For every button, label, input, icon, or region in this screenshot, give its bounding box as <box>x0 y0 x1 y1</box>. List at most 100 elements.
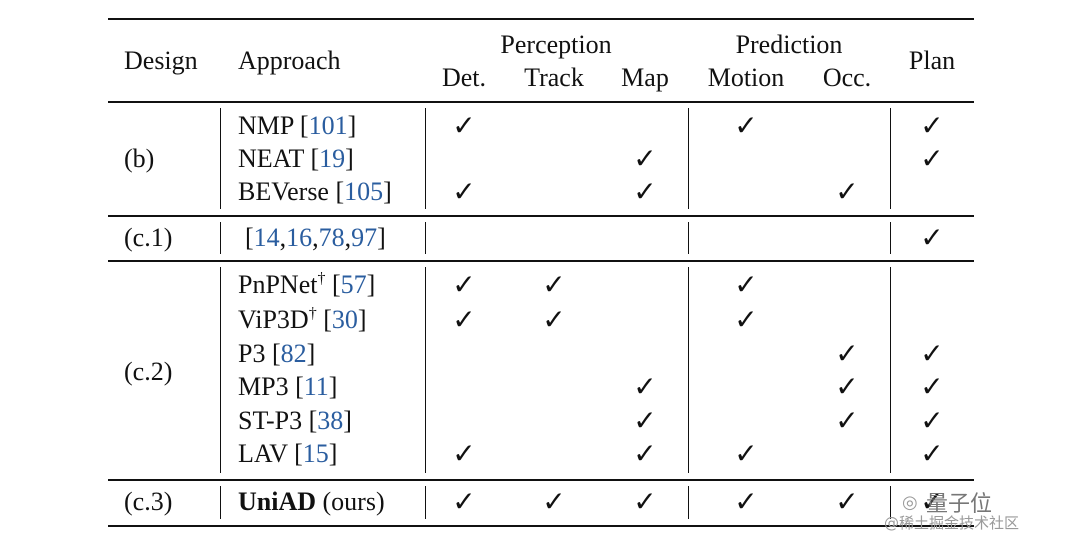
header-perception: Perception <box>500 30 612 59</box>
column-separator <box>425 222 427 254</box>
approach-cell: NEAT [19] <box>238 144 354 173</box>
approach-name: BEVerse <box>238 177 329 206</box>
check-mark-motion: ✓ <box>734 303 758 336</box>
approach-cell: ST-P3 [38] <box>238 406 352 435</box>
approach-name: MP3 <box>238 372 289 401</box>
approach-cell: BEVerse [105] <box>238 177 392 206</box>
watermark-logo-icon: ◎ <box>902 492 918 513</box>
check-mark-motion: ✓ <box>734 268 758 301</box>
citation-link[interactable]: 16 <box>286 223 313 252</box>
citation-link[interactable]: 57 <box>340 270 367 299</box>
header-motion: Motion <box>707 63 785 92</box>
citation-link[interactable]: 14 <box>253 223 280 252</box>
column-separator <box>688 222 690 254</box>
approach-cell: NMP [101] <box>238 111 357 140</box>
check-mark-plan: ✓ <box>920 370 944 403</box>
check-mark-plan: ✓ <box>920 142 944 175</box>
top-rule <box>108 18 974 20</box>
citation-link[interactable]: 11 <box>303 372 329 401</box>
design-label: (c.1) <box>124 223 173 252</box>
column-separator <box>220 108 222 209</box>
check-mark-det: ✓ <box>452 303 476 336</box>
header-det: Det. <box>441 63 487 92</box>
design-label: (b) <box>124 144 155 173</box>
check-mark-plan: ✓ <box>920 221 944 254</box>
column-separator <box>425 108 427 209</box>
header-approach: Approach <box>238 46 341 75</box>
check-mark-plan: ✓ <box>920 109 944 142</box>
check-mark-track: ✓ <box>542 268 566 301</box>
check-mark-det: ✓ <box>452 437 476 470</box>
check-mark-motion: ✓ <box>734 437 758 470</box>
design-label: (c.3) <box>124 487 173 516</box>
citation-link[interactable]: 30 <box>331 305 358 334</box>
header-track: Track <box>524 63 584 92</box>
check-mark-map: ✓ <box>633 175 657 208</box>
approach-cell: PnPNet† [57] <box>238 270 376 299</box>
approach-name: LAV <box>238 439 288 468</box>
check-mark-occ: ✓ <box>835 370 859 403</box>
citation-link[interactable]: 78 <box>318 223 345 252</box>
column-separator <box>425 267 427 473</box>
column-separator <box>890 486 892 519</box>
check-mark-map: ✓ <box>633 437 657 470</box>
bottom-rule <box>108 525 974 527</box>
section-rule-c2 <box>108 479 974 481</box>
check-mark-track: ✓ <box>542 303 566 336</box>
approach-name: UniAD <box>238 487 317 516</box>
approach-name: PnPNet <box>238 270 318 299</box>
approach-name: NMP <box>238 111 294 140</box>
header-prediction: Prediction <box>735 30 843 59</box>
check-mark-motion: ✓ <box>734 485 758 518</box>
approach-cell: ViP3D† [30] <box>238 305 367 334</box>
check-mark-track: ✓ <box>542 485 566 518</box>
section-rule-c1 <box>108 260 974 262</box>
check-mark-motion: ✓ <box>734 109 758 142</box>
approach-cell: MP3 [11] <box>238 372 338 401</box>
check-mark-plan: ✓ <box>920 485 944 518</box>
check-mark-det: ✓ <box>452 175 476 208</box>
header-map: Map <box>621 63 669 92</box>
column-separator <box>688 486 690 519</box>
column-separator <box>890 222 892 254</box>
approach-name: NEAT <box>238 144 304 173</box>
check-mark-map: ✓ <box>633 370 657 403</box>
watermark-sub: @稀土掘金技术社区 <box>884 514 1020 532</box>
header-rule <box>108 101 974 103</box>
citation-link[interactable]: 97 <box>351 223 378 252</box>
citation-link[interactable]: 19 <box>319 144 346 173</box>
citation-link[interactable]: 105 <box>344 177 384 206</box>
header-design: Design <box>124 46 198 75</box>
approach-cell: P3 [82] <box>238 339 316 368</box>
column-separator <box>220 222 222 254</box>
column-separator <box>890 267 892 473</box>
check-mark-plan: ✓ <box>920 437 944 470</box>
approach-name: P3 <box>238 339 266 368</box>
check-mark-det: ✓ <box>452 485 476 518</box>
citation-link[interactable]: 82 <box>280 339 307 368</box>
header-occ: Occ. <box>822 63 872 92</box>
citation-link[interactable]: 38 <box>317 406 344 435</box>
column-separator <box>688 267 690 473</box>
approach-name: ViP3D <box>238 305 309 334</box>
design-label: (c.2) <box>124 357 173 386</box>
approach-cell: UniAD (ours) <box>238 487 385 517</box>
column-separator <box>220 486 222 519</box>
check-mark-det: ✓ <box>452 268 476 301</box>
approach-cell: LAV [15] <box>238 439 338 468</box>
citation-link[interactable]: 15 <box>302 439 329 468</box>
dagger-mark: † <box>317 270 326 287</box>
check-mark-map: ✓ <box>633 485 657 518</box>
dagger-mark: † <box>308 305 317 322</box>
column-separator <box>890 108 892 209</box>
check-mark-occ: ✓ <box>835 485 859 518</box>
column-separator <box>220 267 222 473</box>
column-separator <box>425 486 427 519</box>
header-plan: Plan <box>908 46 956 75</box>
check-mark-map: ✓ <box>633 404 657 437</box>
check-mark-plan: ✓ <box>920 404 944 437</box>
approach-suffix: (ours) <box>322 487 385 516</box>
check-mark-occ: ✓ <box>835 404 859 437</box>
check-mark-det: ✓ <box>452 109 476 142</box>
citation-link[interactable]: 101 <box>308 111 348 140</box>
